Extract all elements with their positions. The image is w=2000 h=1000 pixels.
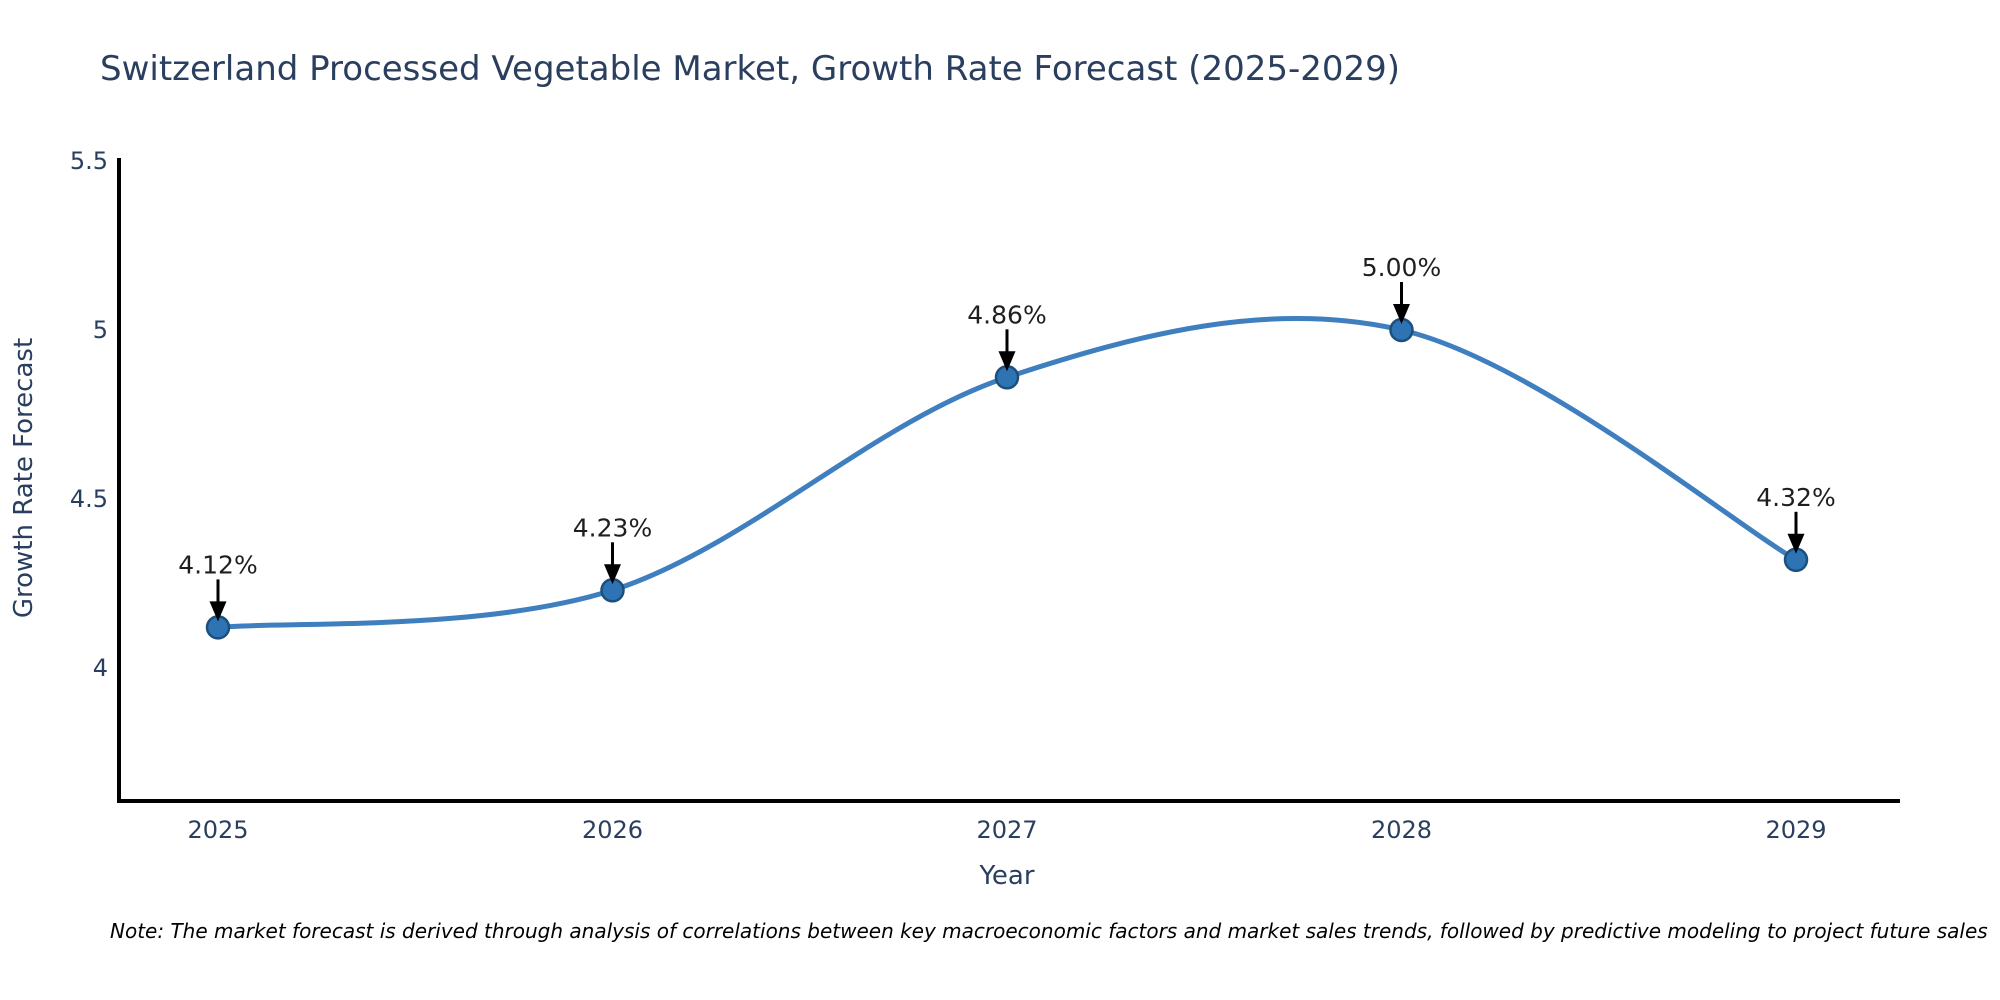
annotation-arrowhead — [1787, 533, 1805, 554]
point-annotation-2025: 4.12% — [178, 550, 257, 579]
x-axis-title: Year — [978, 861, 1034, 891]
y-tick-label: 4 — [93, 654, 108, 682]
annotation-arrowhead — [209, 601, 227, 622]
footnote: Note: The market forecast is derived thr… — [110, 919, 1988, 943]
x-tick-label: 2025 — [187, 816, 248, 844]
y-tick-label: 5.5 — [70, 147, 108, 175]
x-tick-label: 2027 — [976, 816, 1037, 844]
annotation-arrowhead — [998, 351, 1016, 372]
point-annotation-2027: 4.86% — [967, 300, 1046, 329]
point-annotation-2029: 4.32% — [1756, 483, 1835, 512]
y-tick-label: 5 — [93, 316, 108, 344]
plot-area: 4 4.5 5 5.5 2025 2026 2027 2028 2029 4.12% 4.23% 4.… — [70, 147, 1900, 844]
annotation-arrowhead — [604, 564, 621, 585]
y-tick-label: 4.5 — [70, 485, 108, 513]
annotation-arrowhead — [1393, 304, 1410, 324]
x-tick-label: 2029 — [1765, 816, 1826, 844]
chart-title: Switzerland Processed Vegetable Market, … — [100, 49, 1400, 89]
x-tick-label: 2026 — [582, 816, 643, 844]
point-annotation-2028: 5.00% — [1362, 253, 1441, 282]
y-axis-title: Growth Rate Forecast — [9, 338, 39, 618]
point-annotation-2026: 4.23% — [573, 513, 652, 542]
x-tick-label: 2028 — [1371, 816, 1432, 844]
